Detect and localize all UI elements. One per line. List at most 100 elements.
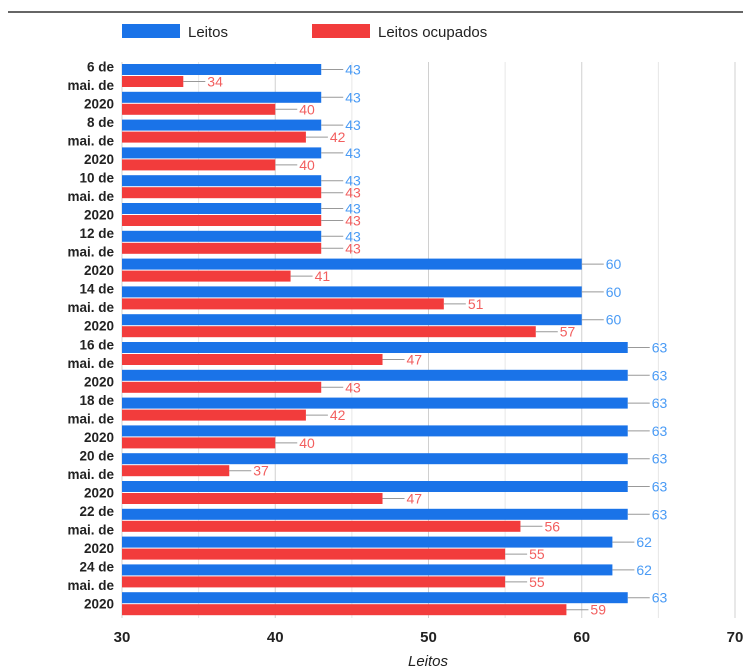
category-label: mai. de (67, 189, 114, 204)
bar-leitos-ocupados[interactable] (122, 465, 230, 477)
data-label-leitos: 62 (636, 534, 652, 550)
bar-leitos-ocupados[interactable] (122, 437, 276, 449)
bar-leitos[interactable] (122, 425, 628, 437)
category-label: mai. de (67, 133, 114, 148)
bar-leitos-ocupados[interactable] (122, 187, 322, 199)
bar-leitos[interactable] (122, 564, 613, 576)
bar-leitos-ocupados[interactable] (122, 298, 444, 310)
category-label: 12 de (79, 226, 114, 241)
data-label-leitos: 63 (652, 590, 668, 606)
category-label: 10 de (79, 170, 114, 185)
bar-leitos[interactable] (122, 119, 322, 131)
category-label: 6 de (87, 59, 115, 74)
bar-leitos[interactable] (122, 536, 613, 548)
bar-leitos-ocupados[interactable] (122, 493, 383, 504)
bar-leitos[interactable] (122, 175, 322, 187)
bar-leitos[interactable] (122, 286, 582, 298)
category-label: 2020 (84, 319, 114, 334)
data-label-leitos: 60 (606, 284, 622, 300)
category-label: 2020 (84, 541, 114, 556)
bar-leitos-ocupados[interactable] (122, 103, 276, 115)
bar-leitos[interactable] (122, 64, 322, 75)
data-label-leitos-ocupados: 55 (529, 546, 545, 562)
category-label: 2020 (84, 430, 114, 445)
legend-label-leitos: Leitos (188, 24, 228, 41)
data-label-leitos: 43 (345, 228, 361, 244)
bar-leitos[interactable] (122, 342, 628, 353)
bar-leitos-ocupados[interactable] (122, 159, 276, 171)
bar-leitos-ocupados[interactable] (122, 354, 383, 365)
x-tick-label: 60 (573, 629, 590, 646)
x-tick-label: 30 (114, 629, 131, 646)
bar-leitos-ocupados[interactable] (122, 76, 184, 87)
legend: Leitos Leitos ocupados (122, 24, 487, 41)
bar-leitos-ocupados[interactable] (122, 270, 291, 282)
category-label: 24 de (79, 560, 114, 575)
category-label: 18 de (79, 393, 114, 408)
category-label: 2020 (84, 374, 114, 389)
legend-item-leitos[interactable]: Leitos (122, 24, 228, 41)
bar-leitos-ocupados[interactable] (122, 131, 306, 143)
category-label: mai. de (67, 300, 114, 315)
bar-leitos[interactable] (122, 592, 628, 604)
category-label: mai. de (67, 467, 114, 482)
category-label: mai. de (67, 245, 114, 260)
category-labels: 6 de mai. de 2020 8 de mai. de 2020 10 de mai. … (67, 59, 114, 611)
bar-leitos-ocupados[interactable] (122, 326, 536, 338)
data-label-leitos: 63 (652, 367, 668, 383)
x-axis-title: Leitos (408, 653, 449, 670)
data-label-leitos: 43 (345, 145, 361, 161)
bar-leitos[interactable] (122, 230, 322, 242)
category-label: 2020 (84, 152, 114, 167)
data-label-leitos-ocupados: 42 (330, 407, 346, 423)
data-label-leitos-ocupados: 51 (468, 296, 484, 312)
bar-leitos[interactable] (122, 314, 582, 326)
data-label-leitos-ocupados: 56 (544, 518, 560, 534)
data-label-leitos: 63 (652, 340, 668, 356)
data-label-leitos-ocupados: 57 (560, 324, 576, 340)
bar-leitos[interactable] (122, 369, 628, 381)
bar-leitos[interactable] (122, 258, 582, 270)
data-label-leitos: 63 (652, 423, 668, 439)
bar-leitos[interactable] (122, 481, 628, 492)
category-label: 16 de (79, 337, 114, 352)
data-label-leitos-ocupados: 47 (407, 491, 423, 507)
category-label: 2020 (84, 263, 114, 278)
bar-leitos-ocupados[interactable] (122, 576, 506, 588)
data-label-leitos-ocupados: 43 (345, 379, 361, 395)
legend-swatch-leitos (122, 24, 180, 38)
data-label-leitos: 60 (606, 312, 622, 328)
data-label-leitos-ocupados: 34 (207, 74, 223, 90)
bar-leitos[interactable] (122, 147, 322, 159)
bar-leitos-ocupados[interactable] (122, 409, 306, 421)
category-label: 14 de (79, 282, 114, 297)
data-label-leitos-ocupados: 40 (299, 157, 315, 173)
bar-leitos[interactable] (122, 508, 628, 520)
bar-leitos-ocupados[interactable] (122, 381, 322, 393)
bar-leitos[interactable] (122, 91, 322, 103)
data-label-leitos: 43 (345, 62, 361, 78)
bar-leitos-ocupados[interactable] (122, 520, 521, 532)
bar-leitos[interactable] (122, 397, 628, 409)
bar-leitos-ocupados[interactable] (122, 242, 322, 254)
data-label-leitos: 63 (652, 506, 668, 522)
category-label: mai. de (67, 356, 114, 371)
data-label-leitos: 43 (345, 117, 361, 133)
bar-leitos[interactable] (122, 453, 628, 465)
data-label-leitos-ocupados: 59 (590, 602, 606, 618)
category-label: 20 de (79, 448, 114, 463)
category-label: 2020 (84, 597, 114, 612)
bar-leitos-ocupados[interactable] (122, 215, 322, 226)
bar-leitos-ocupados[interactable] (122, 604, 567, 616)
bar-leitos[interactable] (122, 203, 322, 214)
data-label-leitos-ocupados: 40 (299, 435, 315, 451)
data-label-leitos-ocupados: 41 (315, 268, 331, 284)
category-label: mai. de (67, 578, 114, 593)
data-label-leitos: 62 (636, 562, 652, 578)
legend-item-leitos-ocupados[interactable]: Leitos ocupados (312, 24, 487, 41)
category-label: 2020 (84, 208, 114, 223)
bar-leitos-ocupados[interactable] (122, 548, 506, 560)
data-label-leitos-ocupados: 43 (345, 185, 361, 201)
x-tick-label: 50 (420, 629, 437, 646)
